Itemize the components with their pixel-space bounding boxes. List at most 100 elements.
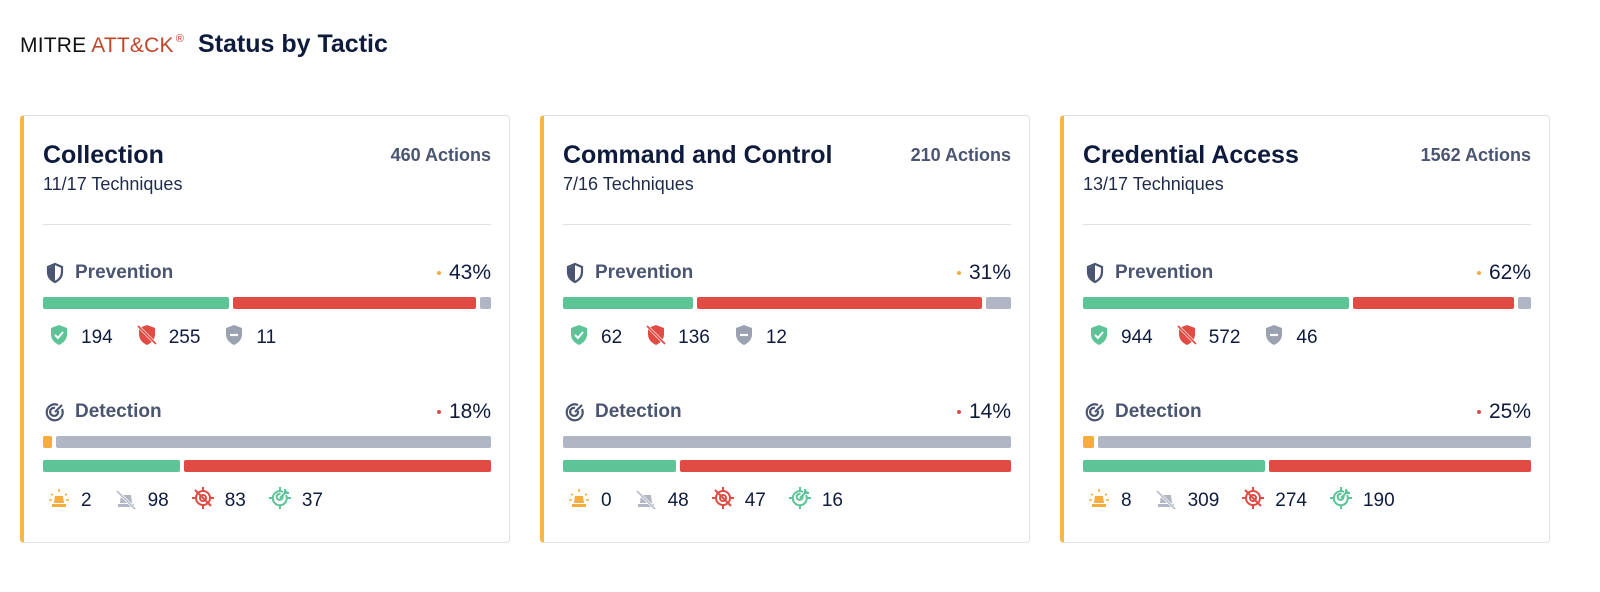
- other-segment: [1518, 297, 1531, 309]
- prevention-label-text: Prevention: [595, 262, 694, 283]
- not-alerted-count-value: 309: [1187, 490, 1220, 511]
- other-count-icon: [1262, 323, 1286, 353]
- detection-percent-value: 25%: [1488, 400, 1531, 423]
- prevented-segment: [43, 297, 229, 309]
- detected-count: 16: [788, 486, 843, 516]
- not-detected-count-value: 83: [224, 490, 246, 511]
- prevented-count: 194: [47, 323, 113, 353]
- prevention-counts: 194 255 11: [43, 323, 491, 353]
- detection-target-icon: [1085, 403, 1104, 422]
- not-detected-count-value: 274: [1275, 490, 1307, 511]
- not-alerted-count-value: 48: [667, 490, 689, 511]
- not-prevented-count: 255: [135, 323, 201, 353]
- detection-label: Detection: [563, 400, 682, 424]
- techniques-count: 13/17 Techniques: [1083, 174, 1224, 194]
- detected-segment: [563, 460, 676, 472]
- detection-label: Detection: [1083, 400, 1202, 424]
- status-dot: [1476, 410, 1481, 414]
- not-alerted-segment: [55, 436, 491, 448]
- not-detected-count: 83: [191, 486, 246, 516]
- shield-icon: [1086, 262, 1104, 284]
- status-dot: [436, 271, 441, 275]
- not-prevented-count-value: 136: [678, 327, 710, 348]
- not-prevented-segment: [696, 297, 982, 309]
- page-header: MITRE ATT&CK ® Status by Tactic: [20, 30, 388, 62]
- not-alerted-count: 98: [114, 486, 169, 516]
- shield-icon: [46, 262, 64, 284]
- prevention-label-text: Prevention: [75, 262, 174, 283]
- other-segment: [480, 297, 491, 309]
- other-count-icon: [732, 323, 756, 353]
- prevention-label-text: Prevention: [1115, 262, 1214, 283]
- detection-label-text: Detection: [75, 401, 162, 422]
- detected-segment: [1083, 460, 1265, 472]
- prevention-percent-value: 31%: [968, 261, 1011, 284]
- prevention-percent: 31%: [956, 261, 1011, 285]
- alerted-segment: [43, 436, 52, 448]
- prevention-bar: [1083, 297, 1531, 309]
- detection-counts: 0 48 47 16: [563, 486, 1011, 516]
- other-count-icon: [222, 323, 246, 353]
- tactic-cards: Collection 460 Actions 11/17 Techniques …: [20, 115, 1550, 543]
- alerted-count-icon: [567, 486, 591, 516]
- prevention-bar: [43, 297, 491, 309]
- not-alerted-count: 48: [634, 486, 689, 516]
- not-detected-count: 274: [1241, 486, 1307, 516]
- actions-count: 1562 Actions: [1420, 145, 1531, 165]
- not-detected-count-icon: [191, 486, 215, 516]
- prevented-count-value: 944: [1121, 327, 1153, 348]
- other-count: 11: [222, 323, 276, 353]
- not-alerted-segment: [563, 436, 1011, 448]
- prevention-counts: 944 572 46: [1083, 323, 1531, 353]
- prevention-percent: 43%: [436, 261, 491, 285]
- logo-mitre: MITRE: [20, 34, 87, 57]
- detection-percent: 25%: [1476, 400, 1531, 424]
- not-prevented-count-value: 255: [168, 327, 201, 348]
- divider: [43, 224, 491, 225]
- detected-count-icon: [1329, 486, 1353, 516]
- actions-count: 460 Actions: [390, 145, 491, 165]
- alerted-count-value: 8: [1121, 490, 1132, 511]
- other-count-value: 11: [256, 327, 277, 348]
- detection-counts: 8 309 274 190: [1083, 486, 1531, 516]
- logo-attck: ATT&CK: [91, 34, 174, 57]
- detection-percent: 18%: [436, 400, 491, 424]
- mitre-attck-logo: MITRE ATT&CK ®: [20, 33, 184, 58]
- prevention-label: Prevention: [563, 261, 693, 285]
- detection-percent: 14%: [956, 400, 1011, 424]
- prevention-counts: 62 136 12: [563, 323, 1011, 353]
- detection-percent-value: 18%: [448, 400, 491, 423]
- shield-icon: [566, 262, 584, 284]
- tactic-name: Credential Access: [1083, 141, 1299, 169]
- not-prevented-count-icon: [1175, 323, 1199, 353]
- detection-percent-value: 14%: [968, 400, 1011, 423]
- prevented-count: 62: [567, 323, 622, 353]
- detection-label: Detection: [43, 400, 162, 424]
- logo-reg: ®: [175, 33, 185, 45]
- alerted-count: 2: [47, 486, 92, 516]
- prevention-percent-value: 43%: [448, 261, 491, 284]
- not-detected-segment: [183, 460, 491, 472]
- detected-count-icon: [788, 486, 812, 516]
- tactic-card[interactable]: Command and Control 210 Actions 7/16 Tec…: [540, 115, 1030, 543]
- prevention-label: Prevention: [43, 261, 173, 285]
- not-detected-count-icon: [711, 486, 735, 516]
- alerted-count-icon: [1087, 486, 1111, 516]
- tactic-name: Command and Control: [563, 141, 833, 169]
- divider: [1083, 224, 1531, 225]
- tactic-card[interactable]: Collection 460 Actions 11/17 Techniques …: [20, 115, 510, 543]
- not-prevented-count-value: 572: [1208, 327, 1241, 348]
- detected-count: 37: [268, 486, 323, 516]
- detection-bar: [563, 460, 1011, 472]
- not-detected-segment: [1268, 460, 1531, 472]
- other-count: 46: [1262, 323, 1318, 353]
- detection-label-text: Detection: [595, 401, 682, 422]
- not-alerted-count: 309: [1154, 486, 1220, 516]
- tactic-card[interactable]: Credential Access 1562 Actions 13/17 Tec…: [1060, 115, 1550, 543]
- detected-count-value: 16: [821, 490, 843, 511]
- page-title: Status by Tactic: [198, 30, 388, 58]
- not-prevented-count: 136: [644, 323, 710, 353]
- other-segment: [985, 297, 1011, 309]
- alerted-count: 8: [1087, 486, 1132, 516]
- prevented-count-value: 62: [601, 327, 623, 348]
